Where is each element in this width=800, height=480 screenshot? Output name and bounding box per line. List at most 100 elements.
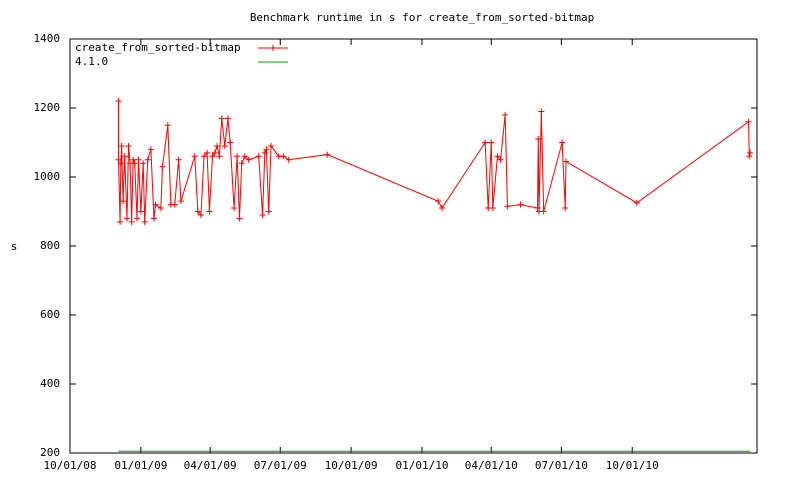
point-marker [535, 136, 542, 143]
point-marker [268, 142, 275, 149]
point-marker [259, 211, 266, 218]
point-marker [746, 153, 753, 160]
legend-label: create_from_sorted-bitmap [75, 41, 241, 54]
point-marker [123, 215, 130, 222]
point-marker [285, 156, 292, 163]
point-marker [128, 218, 135, 225]
x-tick-label: 01/01/09 [114, 459, 167, 472]
point-marker [227, 139, 234, 146]
y-tick-label: 200 [40, 446, 60, 459]
y-tick-label: 600 [40, 308, 60, 321]
plot-frame [69, 38, 758, 454]
point-marker [118, 142, 125, 149]
y-tick-label: 1400 [34, 32, 61, 45]
y-tick-label: 1200 [34, 101, 61, 114]
point-marker [144, 156, 151, 163]
point-marker [177, 198, 184, 205]
point-marker [191, 153, 198, 160]
y-tick-label: 400 [40, 377, 60, 390]
point-marker [201, 153, 208, 160]
point-marker [206, 208, 213, 215]
point-marker [159, 163, 166, 170]
point-marker [197, 211, 204, 218]
point-marker [502, 111, 509, 118]
point-marker [280, 153, 287, 160]
x-tick-label: 04/01/09 [184, 459, 237, 472]
point-marker [747, 149, 754, 156]
point-marker [194, 208, 201, 215]
point-marker [218, 115, 225, 122]
legend-marker [270, 45, 276, 51]
point-marker [125, 142, 132, 149]
point-marker [147, 146, 154, 153]
point-marker [150, 215, 157, 222]
point-marker [633, 199, 640, 206]
point-marker [236, 215, 243, 222]
point-marker [171, 201, 178, 208]
point-marker [241, 153, 248, 160]
point-marker [745, 118, 752, 125]
x-tick-label: 01/01/10 [395, 459, 448, 472]
point-marker [204, 149, 211, 156]
point-marker [137, 208, 144, 215]
y-axis-label: s [11, 240, 18, 253]
point-marker [221, 142, 228, 149]
point-marker [134, 215, 141, 222]
point-marker [120, 198, 127, 205]
point-marker [214, 142, 221, 149]
point-marker [489, 205, 496, 212]
point-marker [175, 156, 182, 163]
x-tick-label: 04/01/10 [465, 459, 518, 472]
point-marker [488, 139, 495, 146]
point-marker [497, 156, 504, 163]
point-marker [224, 115, 231, 122]
point-marker [117, 160, 124, 167]
point-marker [231, 205, 238, 212]
point-marker [534, 205, 541, 212]
point-marker [121, 153, 128, 160]
x-tick-label: 10/01/08 [44, 459, 97, 472]
point-marker [238, 160, 245, 167]
point-marker [261, 149, 268, 156]
x-tick-label: 10/01/09 [325, 459, 378, 472]
y-tick-label: 800 [40, 239, 60, 252]
point-marker [504, 203, 511, 210]
point-marker [117, 218, 124, 225]
point-marker [141, 218, 148, 225]
point-marker [517, 201, 524, 208]
point-marker [130, 156, 137, 163]
point-marker [438, 205, 445, 212]
point-marker [263, 146, 270, 153]
legend-label: 4.1.0 [75, 55, 108, 68]
point-marker [562, 158, 569, 165]
point-marker [115, 156, 122, 163]
point-marker [265, 208, 272, 215]
point-marker [324, 151, 331, 158]
point-marker [435, 198, 442, 205]
point-marker [245, 156, 252, 163]
x-tick-label: 10/01/10 [606, 459, 659, 472]
x-tick-label: 07/01/10 [535, 459, 588, 472]
point-marker [131, 160, 138, 167]
point-marker [211, 149, 218, 156]
point-marker [152, 201, 159, 208]
point-marker [234, 153, 241, 160]
series-line [118, 101, 751, 222]
point-marker [164, 122, 171, 129]
chart-title: Benchmark runtime in s for create_from_s… [250, 11, 594, 24]
point-marker [559, 139, 566, 146]
y-tick-label: 1000 [34, 170, 61, 183]
x-tick-label: 07/01/09 [254, 459, 307, 472]
point-marker [540, 208, 547, 215]
point-marker [494, 153, 501, 160]
point-marker [115, 98, 122, 105]
point-marker [209, 153, 216, 160]
point-marker [538, 108, 545, 115]
point-marker [140, 160, 147, 167]
point-marker [482, 139, 489, 146]
point-marker [255, 153, 262, 160]
point-marker [135, 156, 142, 163]
point-marker [216, 153, 223, 160]
